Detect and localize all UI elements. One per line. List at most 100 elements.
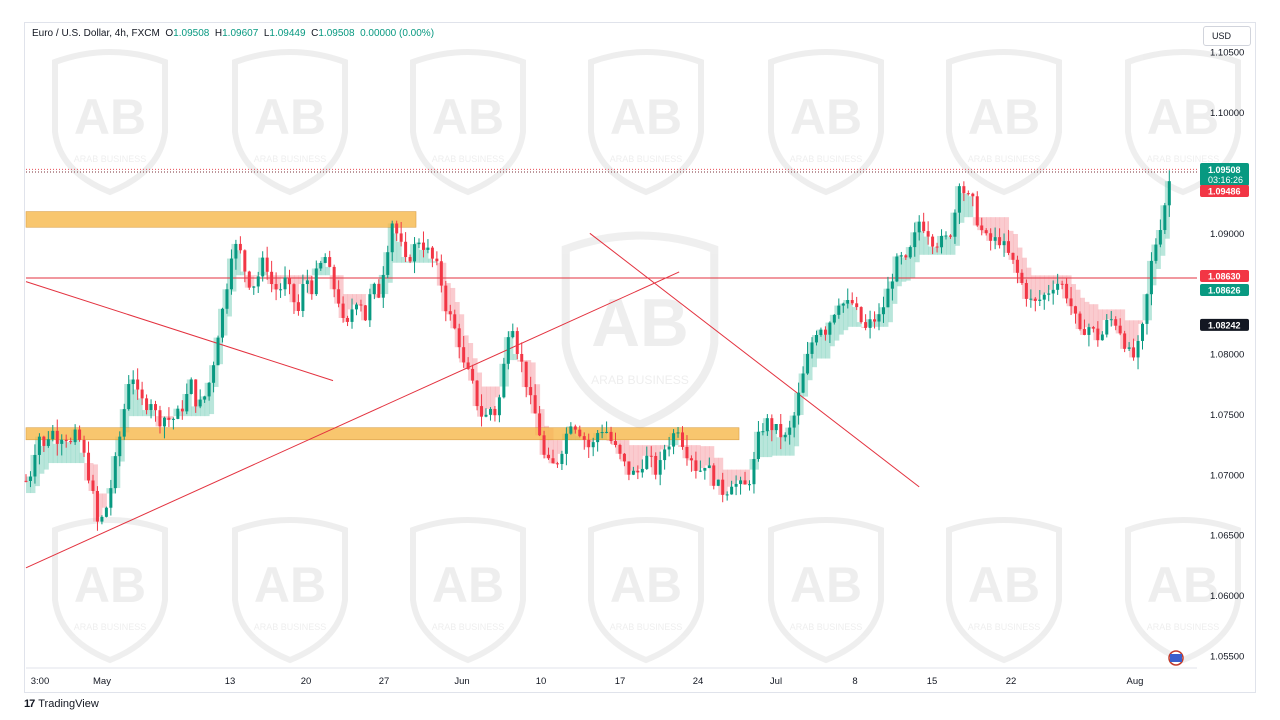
cloud-segment [392,233,398,263]
flag-icon-inner [1170,654,1182,662]
cloud-segment [785,427,791,456]
candle-body [1158,230,1162,245]
symbol-legend[interactable]: Euro / U.S. Dollar, 4h, FXCM O1.09508 H1… [32,28,434,39]
watermark-monogram: AB [610,89,682,145]
cloud-segment [186,379,192,417]
price-axis[interactable]: 1.10500 1.10000 1.09000 1.08000 1.07500 1.070… [1210,48,1244,663]
candle-body [194,379,198,407]
candle-body [823,329,827,335]
candle-body [131,379,135,385]
watermark-logo: AB ARAB BUSINESS [1125,517,1241,664]
candle-body [935,246,939,248]
cloud-segment [133,389,139,417]
candle-body [520,353,524,362]
cloud-segment [48,430,54,464]
tradingview-footer[interactable]: 17 TradingView [24,698,99,710]
cloud-segment [405,261,411,263]
candle-body [1149,260,1153,295]
candle-body [55,430,59,444]
candle-body [1087,327,1091,335]
candles [24,170,1171,531]
cloud-segment [557,440,563,454]
cloud-segment [320,257,326,276]
candle-body [1163,205,1167,231]
cloud-segment [619,440,625,462]
low-value: 1.09449 [269,28,306,39]
watermark-text: ARAB BUSINESS [968,622,1041,632]
candle-body [797,392,801,416]
candle-body [426,247,430,250]
cloud-segment [856,322,862,327]
watermark-logo: AB ARAB BUSINESS [946,517,1062,664]
candle-body [73,429,77,443]
candle-body [779,424,783,438]
candle-body [917,221,921,233]
candle-body [712,465,716,486]
cloud-segment [1035,275,1041,300]
watermark-logo: AB ARAB BUSINESS [52,49,168,196]
candle-body [287,277,291,285]
time-tick-label: May [93,676,111,687]
watermark-monogram: AB [254,557,326,613]
cloud-segment [1071,284,1077,314]
price-tick-label: 1.05500 [1210,651,1244,662]
cloud-segment [396,241,402,263]
watermark-monogram: AB [968,557,1040,613]
cloud-segment [419,249,424,263]
candle-body [609,431,613,442]
candle-body [685,446,689,459]
candle-body [221,308,225,338]
candle-body [841,303,845,306]
candle-body [846,300,850,304]
candle-body [694,460,698,471]
candle-body [756,431,760,459]
cloud-segment [700,446,706,469]
candle-body [1056,283,1060,290]
cloud-segment [709,446,715,486]
cloud-segment [1093,304,1099,341]
candle-body [636,470,640,473]
candle-body [42,436,46,446]
candle-body [1123,333,1127,349]
cloud-segment [624,440,630,475]
cloud-segment [771,424,777,456]
candle-body [301,284,305,311]
candle-body [506,337,510,364]
candle-body [256,276,260,287]
candle-body [113,456,117,489]
candle-body [734,483,738,487]
candle-body [774,424,778,431]
candle-body [238,243,242,251]
candle-body [95,490,99,522]
cloud-segment [298,275,304,285]
cloud-segment [972,217,978,226]
watermark-logo: AB ARAB BUSINESS [946,49,1062,196]
candle-body [931,236,935,247]
candle-body [542,435,546,455]
cloud-segment [427,258,433,263]
time-axis[interactable]: 3:00 May 13 20 27 Jun 10 17 24 Jul 8 15 22 Aug [26,667,1197,687]
cloud-segment [914,221,920,263]
cloud-segment [718,457,724,495]
currency-button[interactable]: USD [1203,26,1251,46]
cloud-segment [271,275,277,290]
candle-body [203,396,207,400]
candle-body [922,221,926,232]
cloud-segment [910,232,916,279]
cloud-segment [1164,181,1170,239]
cloud-segment [1138,320,1144,324]
candle-body [971,193,975,197]
candle-body [145,398,149,411]
close-value: 1.09508 [318,28,355,39]
candle-body [810,342,814,354]
candle-body [386,252,390,275]
cloud-segment [843,300,849,331]
watermark-monogram: AB [790,89,862,145]
cloud-segment [552,440,558,465]
symbol-title: Euro / U.S. Dollar, 4h, FXCM [32,28,160,39]
candle-body [1078,313,1082,330]
cloud-segment [615,440,621,454]
candle-body [819,329,823,335]
cloud-segment [1133,320,1139,341]
